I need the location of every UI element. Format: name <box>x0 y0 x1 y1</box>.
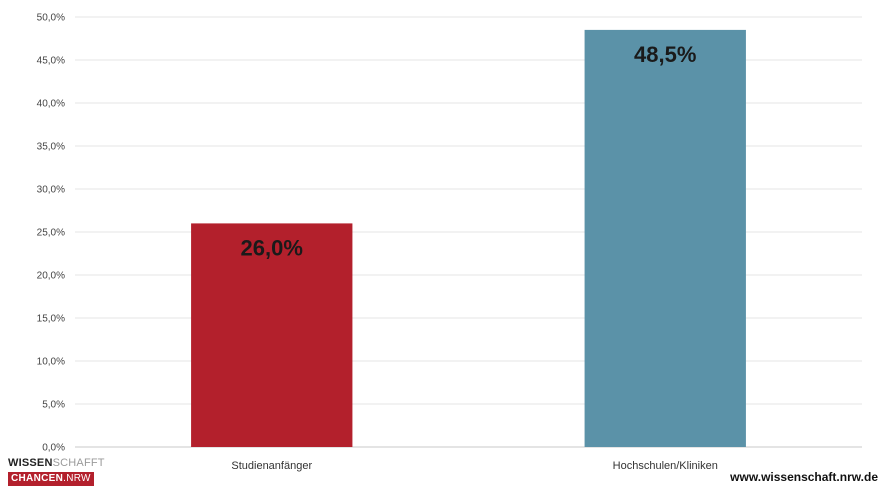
bars <box>191 29 746 448</box>
y-tick-label: 5,0% <box>42 400 65 411</box>
y-tick-label: 15,0% <box>37 314 65 325</box>
data-label-2: 48,5% <box>634 42 696 67</box>
category-label-2: Hochschulen/Kliniken <box>613 460 718 472</box>
y-tick-label: 25,0% <box>37 228 65 239</box>
y-tick-label: 45,0% <box>37 56 65 67</box>
y-tick-label: 10,0% <box>37 357 65 368</box>
y-axis-tick-labels: 0,0% 5,0% 10,0% 15,0% 20,0% 25,0% 30,0% 35,0% 40… <box>37 13 65 454</box>
y-tick-label: 40,0% <box>37 99 65 110</box>
logo-text-schafft: SCHAFFT <box>52 457 105 469</box>
data-label-1: 26,0% <box>241 235 303 260</box>
y-tick-label: 20,0% <box>37 271 65 282</box>
y-tick-label: 0,0% <box>42 443 65 454</box>
y-tick-label: 35,0% <box>37 142 65 153</box>
logo-text-wissen: WISSEN <box>8 457 53 469</box>
y-tick-label: 30,0% <box>37 185 65 196</box>
logo-text-chancen: CHANCEN <box>11 473 64 484</box>
logo-badge: CHANCEN.NRW <box>8 472 94 486</box>
website-url: www.wissenschaft.nrw.de <box>730 470 878 484</box>
category-label-1: Studienanfänger <box>231 460 312 472</box>
bar-2 <box>584 29 746 448</box>
wissen-schafft-chancen-logo: WISSENSCHAFFT CHANCEN.NRW <box>8 458 105 486</box>
x-axis-category-labels: Studienanfänger Hochschulen/Kliniken <box>231 460 717 472</box>
y-tick-label: 50,0% <box>37 13 65 24</box>
data-labels: 26,0% 48,5% <box>241 42 697 260</box>
logo-text-nrw: .NRW <box>63 473 91 484</box>
bar-1 <box>191 223 353 447</box>
